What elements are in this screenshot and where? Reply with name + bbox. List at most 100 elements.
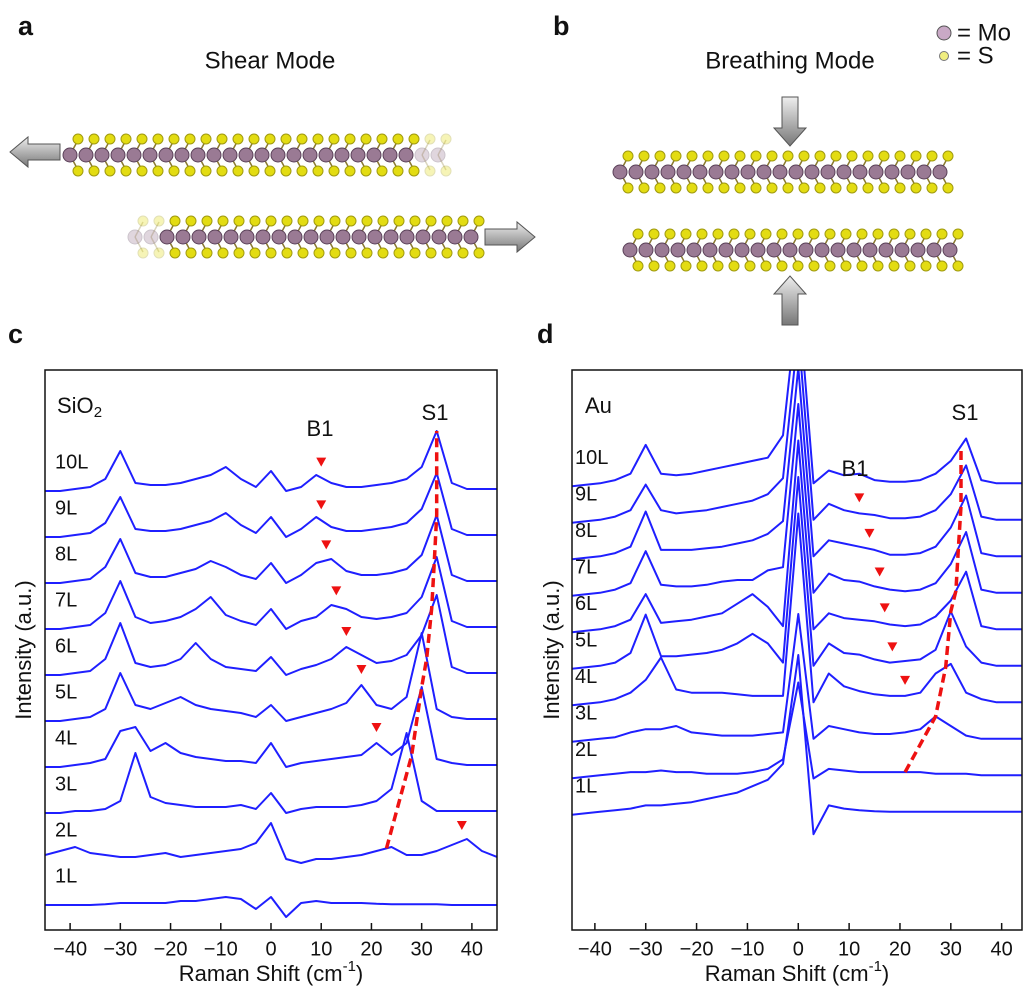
mo-atom: [900, 164, 916, 180]
sulfur-atom: [248, 133, 260, 145]
sulfur-atom: [798, 150, 810, 162]
arrow: [9, 135, 61, 169]
x-tick-label: 20: [360, 938, 382, 960]
sulfur-atom: [728, 260, 740, 272]
sulfur-atom: [169, 215, 181, 227]
mo-atom: [158, 147, 174, 163]
mo-atom: [303, 229, 319, 245]
sulfur-atom: [216, 165, 228, 177]
sulfur-atom: [232, 165, 244, 177]
x-label-sup: -1: [869, 958, 882, 975]
sulfur-atom: [814, 182, 826, 194]
bond: [437, 154, 447, 171]
sulfur-atom: [88, 133, 100, 145]
sulfur-atom: [88, 165, 100, 177]
mo-atom: [191, 229, 207, 245]
mo-atom: [660, 164, 676, 180]
sulfur-atom: [408, 165, 420, 177]
bond: [134, 236, 144, 253]
mo-atom: [708, 164, 724, 180]
substrate-label: SiO2: [57, 393, 102, 421]
mo-atom: [174, 147, 190, 163]
b1-marker: [356, 665, 367, 674]
sulfur-atom: [808, 260, 820, 272]
sulfur-atom: [920, 260, 932, 272]
sulfur-atom: [712, 260, 724, 272]
sulfur-atom: [718, 150, 730, 162]
sulfur-atom: [648, 260, 660, 272]
sulfur-atom: [744, 260, 756, 272]
layer-label: 7L: [55, 589, 77, 611]
sulfur-atom: [216, 133, 228, 145]
spectrum: [45, 556, 497, 630]
spectrum: [572, 613, 1022, 743]
y-axis-label: Intensity (a.u.): [11, 580, 36, 719]
sulfur-atom: [473, 215, 485, 227]
mo-atom: [398, 147, 414, 163]
mo-atom: [878, 242, 894, 258]
mo-atom: [335, 229, 351, 245]
sulfur-atom: [872, 228, 884, 240]
mo-atom: [367, 229, 383, 245]
sulfur-atom: [696, 260, 708, 272]
sulfur-atom: [904, 228, 916, 240]
sulfur-atom: [792, 228, 804, 240]
layer-label: 4L: [575, 666, 597, 688]
x-tick-label: −20: [154, 938, 188, 960]
mo-atom: [926, 242, 942, 258]
sulfur-atom: [233, 215, 245, 227]
mo-atom: [814, 242, 830, 258]
mo-atom: [692, 164, 708, 180]
sulfur-atom: [297, 215, 309, 227]
sulfur-atom: [392, 133, 404, 145]
sulfur-atom: [952, 228, 964, 240]
spectrum: [572, 476, 1022, 670]
sulfur-atom: [264, 165, 276, 177]
mo-atom: [126, 147, 142, 163]
mo-atom: [78, 147, 94, 163]
sulfur-atom: [622, 150, 634, 162]
sulfur-atom: [936, 260, 948, 272]
b1-marker: [874, 567, 885, 577]
sulfur-atom: [702, 150, 714, 162]
sulfur-atom: [936, 228, 948, 240]
spectrum: [572, 403, 1022, 597]
sulfur-atom: [424, 133, 436, 145]
sulfur-atom: [473, 247, 485, 259]
mo-atom: [772, 164, 788, 180]
sulfur-atom: [185, 215, 197, 227]
b1-marker: [331, 586, 342, 596]
arrow: [772, 96, 808, 147]
x-axis-label: Raman Shift (cm-1): [179, 958, 364, 986]
sulfur-atom: [312, 133, 324, 145]
layer-label: 5L: [55, 681, 77, 703]
sulfur-atom: [104, 165, 116, 177]
substrate-label: Au: [585, 393, 612, 418]
mos2-layer: [622, 228, 964, 272]
sulfur-atom: [440, 165, 452, 177]
mo-atom: [270, 147, 286, 163]
substrate-text: SiO: [57, 393, 94, 418]
mo-atom: [894, 242, 910, 258]
sulfur-atom: [217, 247, 229, 259]
spectrum: [45, 430, 497, 492]
mo-atom: [932, 164, 948, 180]
mo-atom: [702, 242, 718, 258]
mo-atom: [820, 164, 836, 180]
sulfur-atom: [153, 215, 165, 227]
sulfur-atom: [686, 182, 698, 194]
layer-label: 10L: [575, 447, 608, 469]
sulfur-atom: [329, 247, 341, 259]
sulfur-atom: [328, 133, 340, 145]
spectrum: [45, 822, 497, 864]
sulfur-atom: [638, 150, 650, 162]
layer-label: 6L: [55, 635, 77, 657]
mo-atom: [862, 242, 878, 258]
layer-label: 1L: [575, 775, 597, 797]
mo-atom: [239, 229, 255, 245]
sulfur-atom: [814, 150, 826, 162]
mo-atom: [628, 164, 644, 180]
substrate-subscript: 2: [94, 404, 102, 421]
